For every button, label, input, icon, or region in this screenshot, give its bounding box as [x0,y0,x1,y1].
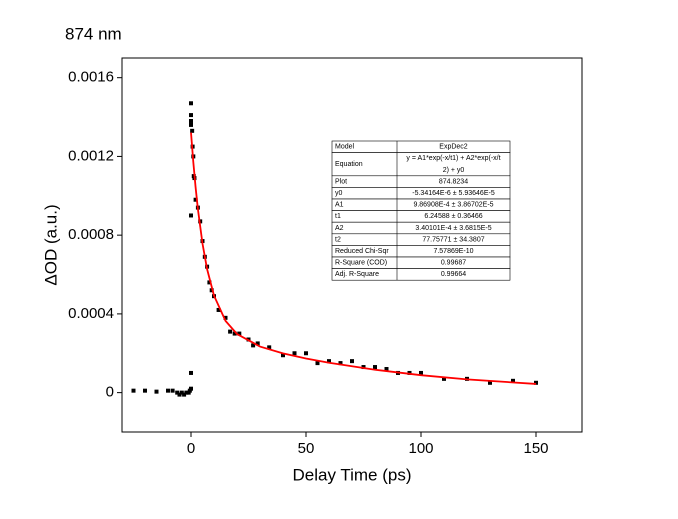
table-value: 9.86908E-4 ± 3.86702E-5 [413,202,493,209]
data-point [189,118,193,123]
data-point [175,390,180,395]
data-point [315,361,320,366]
data-point [207,280,212,285]
x-tick-label: 50 [298,440,315,457]
table-label: A2 [335,225,344,232]
y-tick-label: 0.0016 [68,69,114,86]
data-point [384,367,389,372]
table-row [331,175,511,188]
data-point [189,113,193,118]
data-point [154,389,159,394]
table-value: 7.57869E-10 [433,248,473,255]
data-point [237,331,242,336]
data-point [189,213,193,218]
data-point [223,315,228,320]
table-value: 3.40101E-4 ± 3.6815E-5 [415,225,491,232]
table-label: Reduced Chi-Sqr [335,248,389,255]
table-label: t1 [335,213,341,220]
data-point [350,359,354,364]
data-point [189,370,193,375]
table-label: Model [335,144,355,151]
x-tick-label: 150 [523,440,548,457]
table-label: y0 [335,190,343,197]
fit-table: Model ExpDec2 Equation y = A1*exp(-x/t1) + … [331,140,511,281]
chart-title: 874 nm [65,24,122,43]
data-point [292,351,297,356]
data-point [251,343,256,348]
y-tick-label: 0 [106,384,114,401]
data-point [216,307,221,312]
table-label: t2 [335,236,341,243]
table-label: Equation [335,161,363,168]
data-point [177,392,182,397]
data-point [232,331,237,336]
table-value: 874.8234 [439,178,468,185]
data-point [534,380,538,385]
table-label: Adj. R-Square [335,271,379,278]
data-point [193,197,198,202]
data-point [166,388,170,393]
table-label: A1 [335,202,344,209]
data-point [189,386,193,391]
table-row [331,268,511,281]
y-tick-label: 0.0012 [68,147,114,164]
x-axis-label: Delay Time (ps) [292,465,411,484]
y-axis-label: ΔOD (a.u.) [41,204,60,285]
table-value: -5.34164E-6 ± 5.93646E-5 [412,190,495,197]
data-point [179,390,184,395]
data-point [281,353,285,358]
data-point [442,376,446,381]
data-point [170,388,175,393]
data-point [419,370,423,375]
y-tick-label: 0.0008 [68,226,114,243]
table-row [331,210,511,223]
y-tick-label: 0.0004 [68,305,114,322]
data-point [143,388,147,393]
table-row [331,140,511,153]
x-tick-label: 0 [187,440,195,457]
data-point [361,365,366,370]
plot-frame [121,57,583,433]
fit-line [190,132,537,385]
data-point [373,365,377,370]
data-point [511,378,515,383]
data-point [327,359,331,364]
data-point [131,388,136,393]
data-point [189,101,193,106]
table-value: 0.99687 [441,260,466,267]
table-value: ExpDec2 [439,144,468,151]
data-point [488,380,492,385]
data-point [184,390,189,395]
data-point [189,122,193,127]
data-point [182,392,187,397]
data-point [338,361,343,366]
data-point [228,329,233,334]
table-value: 6.24588 ± 0.36466 [424,213,482,220]
table-label: R-Square (COD) [335,260,387,267]
table-value: y = A1*exp(-x/t1) + A2*exp(-x/t [406,155,500,162]
table-value: 0.99664 [441,271,466,278]
data-point [267,345,272,350]
x-tick-label: 100 [408,440,433,457]
data-point [304,351,308,356]
table-value: 77.75771 ± 34.3807 [422,236,484,243]
table-value: 2) + y0 [443,167,465,174]
data-point [255,341,260,346]
table-label: Plot [335,178,347,185]
data-point [190,128,195,133]
